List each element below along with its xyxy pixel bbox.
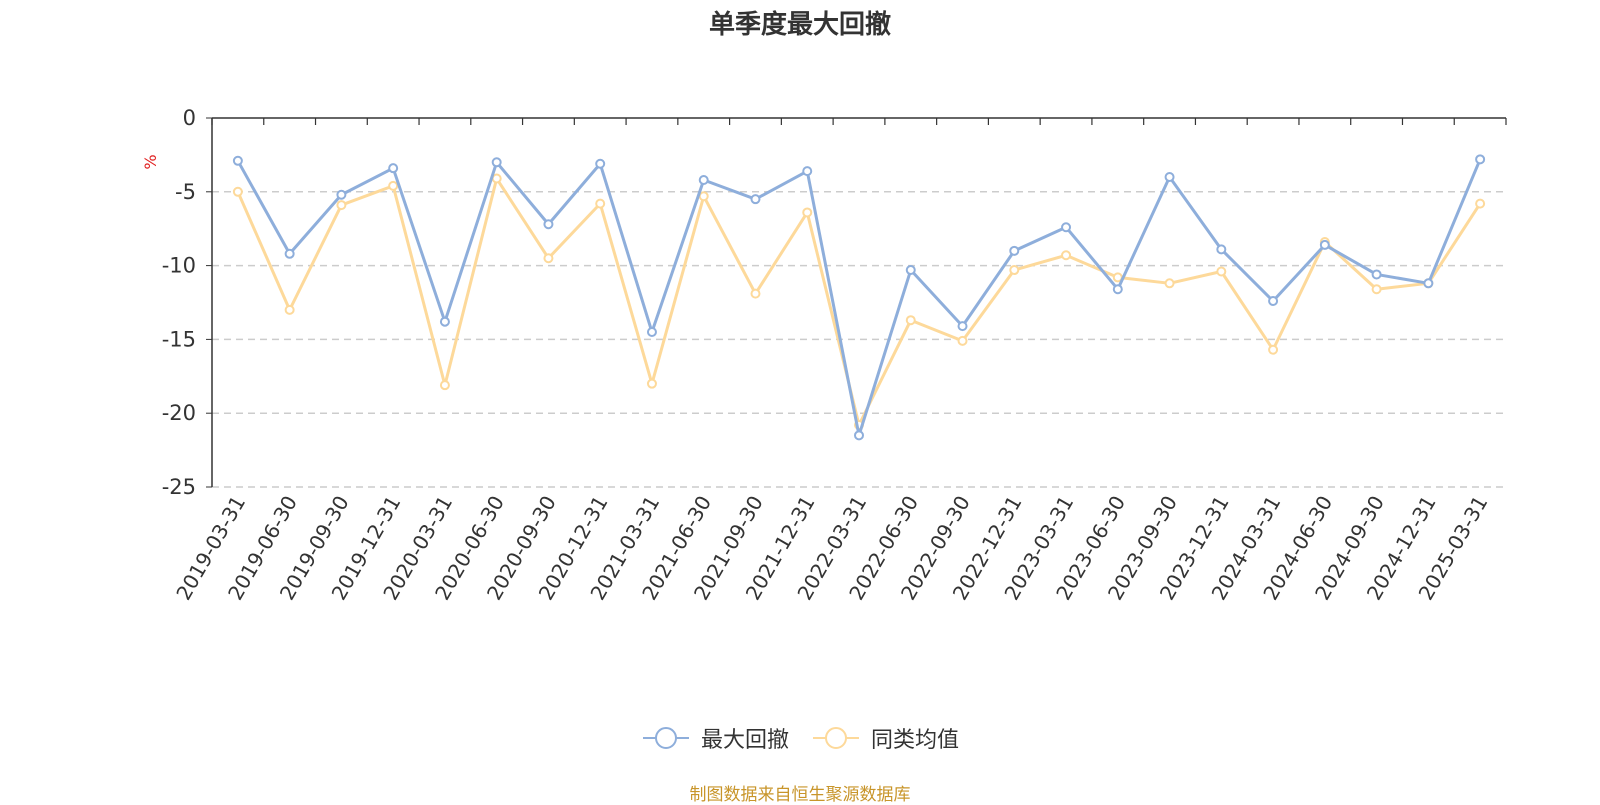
- data-point-peer-average[interactable]: [1164, 278, 1175, 289]
- data-point-max-drawdown[interactable]: [336, 189, 347, 200]
- data-point-max-drawdown[interactable]: [1009, 245, 1020, 256]
- chart-title: 单季度最大回撤: [708, 10, 891, 40]
- data-point-max-drawdown[interactable]: [1371, 269, 1382, 280]
- data-point-max-drawdown[interactable]: [957, 321, 968, 332]
- data-point-max-drawdown[interactable]: [388, 163, 399, 174]
- data-point-peer-average[interactable]: [698, 191, 709, 202]
- data-point-peer-average[interactable]: [1009, 265, 1020, 276]
- data-point-max-drawdown[interactable]: [284, 248, 295, 259]
- series-line-peer-average: [236, 177, 1482, 427]
- legend-label-peer-average: 同类均值: [871, 728, 960, 753]
- data-point-max-drawdown[interactable]: [750, 194, 761, 205]
- data-point-peer-average[interactable]: [284, 304, 295, 315]
- data-point-peer-average[interactable]: [336, 200, 347, 211]
- data-point-max-drawdown[interactable]: [439, 316, 450, 327]
- data-point-peer-average[interactable]: [439, 380, 450, 391]
- data-point-max-drawdown[interactable]: [802, 166, 813, 177]
- source-note: 制图数据来自恒生聚源数据库: [689, 785, 911, 805]
- data-point-peer-average[interactable]: [750, 288, 761, 299]
- data-point-peer-average[interactable]: [646, 378, 657, 389]
- data-point-peer-average[interactable]: [957, 335, 968, 346]
- axes: 0-5-10-15-20-252019-03-312019-06-302019-…: [162, 106, 1507, 604]
- y-tick-label: -5: [175, 180, 196, 204]
- data-point-peer-average[interactable]: [543, 253, 554, 264]
- legend-label-max-drawdown: 最大回撤: [700, 728, 789, 753]
- data-point-max-drawdown[interactable]: [1475, 154, 1486, 165]
- data-point-max-drawdown[interactable]: [1319, 239, 1330, 250]
- y-tick-label: -10: [162, 254, 196, 278]
- legend-marker-max-drawdown-icon: [642, 727, 689, 749]
- legend-item-peer-average[interactable]: 同类均值: [811, 722, 959, 754]
- data-point-peer-average[interactable]: [802, 207, 813, 218]
- legend-marker-peer-average-icon: [813, 727, 859, 749]
- y-tick-label: -25: [162, 475, 196, 499]
- data-point-peer-average[interactable]: [1216, 266, 1227, 277]
- y-tick-label: -20: [162, 401, 196, 425]
- data-point-max-drawdown[interactable]: [698, 174, 709, 185]
- series-lines: [232, 154, 1486, 441]
- data-point-peer-average[interactable]: [1475, 198, 1486, 209]
- data-point-peer-average[interactable]: [595, 198, 606, 209]
- data-point-max-drawdown[interactable]: [1061, 222, 1072, 233]
- legend: 最大回撤 同类均值: [0, 722, 1600, 754]
- data-point-peer-average[interactable]: [1061, 250, 1072, 261]
- data-point-peer-average[interactable]: [388, 180, 399, 191]
- data-point-max-drawdown[interactable]: [1423, 278, 1434, 289]
- data-point-max-drawdown[interactable]: [595, 158, 606, 169]
- data-point-max-drawdown[interactable]: [543, 219, 554, 230]
- y-tick-label: -15: [162, 327, 196, 351]
- data-point-max-drawdown[interactable]: [1112, 284, 1123, 295]
- data-point-max-drawdown[interactable]: [1268, 296, 1279, 307]
- data-point-max-drawdown[interactable]: [232, 155, 243, 166]
- data-point-max-drawdown[interactable]: [491, 157, 502, 168]
- legend-item-max-drawdown[interactable]: 最大回撤: [641, 722, 789, 754]
- data-point-max-drawdown[interactable]: [905, 265, 916, 276]
- y-tick-label: 0: [183, 106, 196, 130]
- data-point-peer-average[interactable]: [1268, 344, 1279, 355]
- data-point-max-drawdown[interactable]: [1164, 172, 1175, 183]
- series-line-max-drawdown: [236, 158, 1482, 437]
- data-point-peer-average[interactable]: [905, 315, 916, 326]
- data-point-peer-average[interactable]: [1371, 284, 1382, 295]
- data-point-max-drawdown[interactable]: [646, 327, 657, 338]
- data-point-max-drawdown[interactable]: [854, 430, 864, 441]
- y-axis-unit: %: [141, 154, 160, 169]
- data-point-peer-average[interactable]: [232, 186, 243, 197]
- data-point-max-drawdown[interactable]: [1216, 244, 1227, 255]
